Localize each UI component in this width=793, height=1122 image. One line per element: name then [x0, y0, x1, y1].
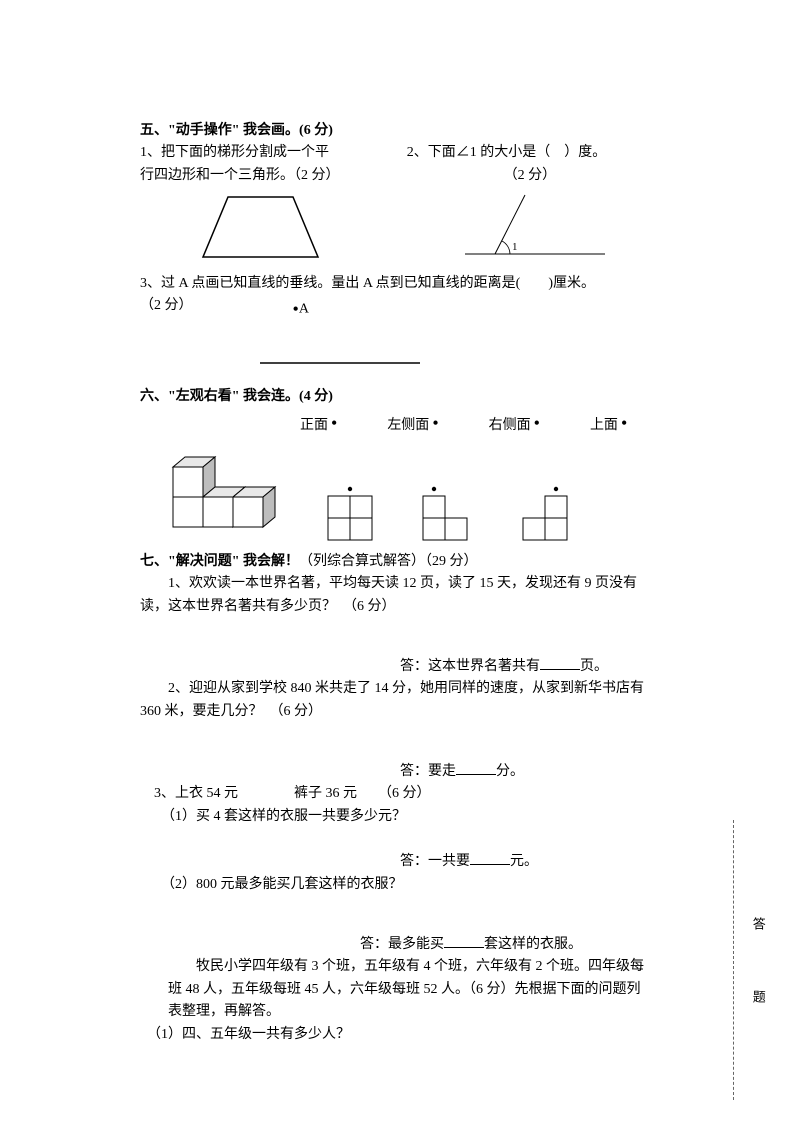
q5-3-line1: 3、过 A 点画已知直线的垂线。量出 A 点到已知直线的距离是( )厘米。: [140, 273, 653, 295]
view3-svg: [520, 484, 575, 542]
q7-2-text: 2、迎迎从家到学校 840 米共走了 14 分，她用同样的速度，从家到新华书店有…: [140, 678, 653, 723]
angle-label: 1: [512, 241, 518, 253]
section-6: 六、"左观右看" 我会连。(4 分) 正面• 左侧面• 右侧面• 上面•: [140, 386, 653, 551]
shapes-row: [140, 447, 653, 550]
cube-3d-svg: [160, 447, 280, 542]
dot-icon: •: [331, 409, 337, 438]
trapezoid-shape: [203, 197, 318, 257]
view-shape-2: [420, 484, 475, 550]
cube-3d-figure: [160, 447, 280, 550]
label-front: 正面•: [300, 409, 337, 438]
trapezoid-svg: [198, 192, 328, 264]
label-top: 上面•: [590, 409, 627, 438]
q5-2-block: 2、下面∠1 的大小是（ ）度。 （2 分） 1: [407, 142, 653, 272]
q5-2-line2: （2 分）: [407, 165, 653, 187]
point-a-label: A: [299, 302, 309, 317]
dot-icon: •: [432, 409, 438, 438]
angle-figure: 1: [407, 192, 653, 270]
dot-icon: [348, 487, 352, 491]
label-left: 左侧面•: [387, 409, 438, 438]
section-5: 五、"动手操作" 我会画。(6 分) 1、把下面的梯形分割成一个平 行四边形和一…: [140, 120, 653, 376]
q7-4-sub1: （1）四、五年级一共有多少人？: [140, 1024, 653, 1046]
side-margin-label: 答题: [733, 820, 753, 1100]
q7-3-sub1-answer: 答：一共要元。: [400, 851, 653, 873]
q5-2-line1: 2、下面∠1 的大小是（ ）度。: [407, 142, 653, 164]
angle-svg: 1: [450, 192, 610, 262]
view1-svg: [325, 484, 375, 542]
label-right: 右侧面•: [489, 409, 540, 438]
dot-icon: [432, 487, 436, 491]
q5-3-line2: （2 分）: [140, 295, 193, 324]
cube-bottom-left: [173, 497, 203, 527]
q7-2-answer: 答：要走分。: [400, 761, 653, 783]
point-a: •A: [293, 295, 309, 324]
blank-line[interactable]: [540, 669, 580, 670]
q5-1-line1: 1、把下面的梯形分割成一个平: [140, 142, 386, 164]
q7-3-sub2-answer: 答：最多能买套这样的衣服。: [360, 934, 653, 956]
horizontal-line-figure: [260, 354, 653, 376]
dot-icon: •: [621, 409, 627, 438]
view-shape-3: [520, 484, 575, 550]
section-7-title: 七、"解决问题" 我会解！（列综合算式解答）（29 分）: [140, 551, 653, 573]
q7-4-text: 牧民小学四年级有 3 个班，五年级有 4 个班，六年级有 2 个班。四年级每班 …: [140, 956, 653, 1023]
blank-line[interactable]: [444, 947, 484, 948]
q7-3-sub1: （1）买 4 套这样的衣服一共要多少元？: [140, 806, 653, 828]
blank-line[interactable]: [456, 774, 496, 775]
q7-1-answer: 答：这本世界名著共有页。: [400, 656, 653, 678]
q7-3-sub2: （2）800 元最多能买几套这样的衣服？: [140, 874, 653, 896]
dot-icon: [554, 487, 558, 491]
view-shape-1: [325, 484, 375, 550]
q5-1-line2: 行四边形和一个三角形。（2 分）: [140, 165, 386, 187]
cube-top-back: [173, 457, 215, 497]
angle-arc: [502, 241, 510, 254]
blank-line[interactable]: [470, 864, 510, 865]
q7-1-text: 1、欢欢读一本世界名著，平均每天读 12 页，读了 15 天，发现还有 9 页没…: [140, 573, 653, 618]
dot-icon: •: [534, 409, 540, 438]
angle-ray: [495, 195, 525, 254]
section-5-title: 五、"动手操作" 我会画。(6 分): [140, 120, 653, 142]
trapezoid-figure: [140, 192, 386, 272]
view-labels-row: 正面• 左侧面• 右侧面• 上面•: [300, 409, 653, 438]
section-6-title: 六、"左观右看" 我会连。(4 分): [140, 386, 653, 408]
view2-svg: [420, 484, 475, 542]
q5-1-block: 1、把下面的梯形分割成一个平 行四边形和一个三角形。（2 分）: [140, 142, 386, 272]
cube-bottom-right: [233, 487, 275, 527]
q7-3-line1: 3、上衣 54 元 裤子 36 元 （6 分）: [140, 783, 653, 805]
section-7: 七、"解决问题" 我会解！（列综合算式解答）（29 分） 1、欢欢读一本世界名著…: [140, 551, 653, 1046]
horiz-line-svg: [260, 358, 420, 368]
